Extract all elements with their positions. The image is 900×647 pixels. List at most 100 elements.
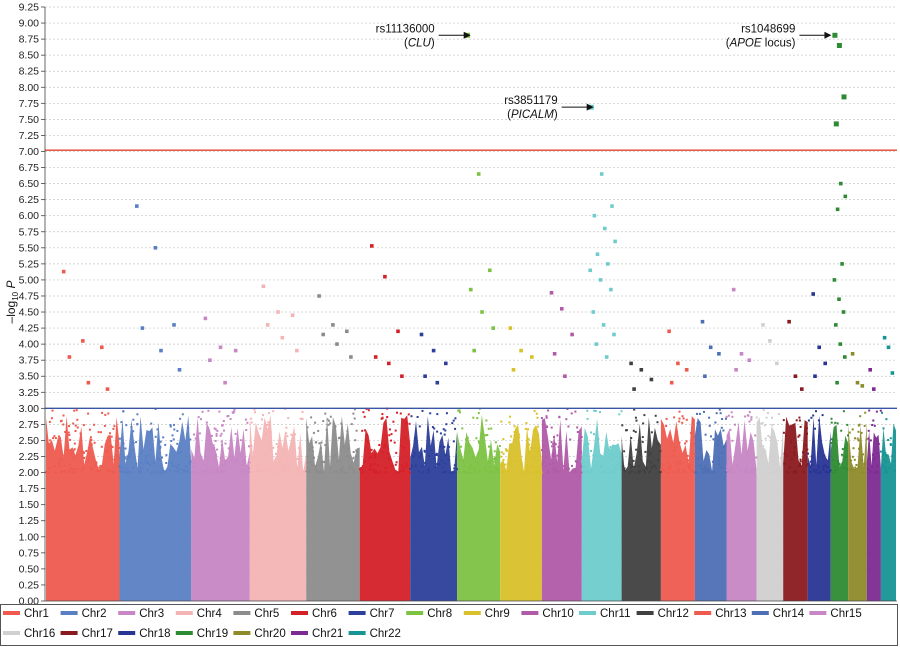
snp-point (665, 417, 668, 420)
y-tick-label: 6.75 (19, 162, 40, 174)
snp-point (341, 470, 344, 473)
snp-point (318, 442, 321, 445)
snp-point (477, 412, 480, 415)
snp-point (790, 458, 793, 461)
snp-peak (837, 297, 841, 301)
snp-point (368, 468, 371, 470)
legend-label: Chr1 (24, 608, 49, 620)
snp-point (736, 464, 739, 467)
snp-point (848, 431, 851, 434)
snp-point (222, 464, 225, 467)
snp-point (853, 458, 856, 461)
snp-point (169, 424, 172, 426)
snp-point (66, 449, 69, 451)
snp-peak (345, 329, 349, 334)
snp-point (90, 443, 93, 446)
snp-point (876, 452, 879, 455)
snp-point (415, 465, 417, 468)
snp-point (174, 465, 177, 468)
snp-point (149, 464, 152, 466)
snp-point (642, 422, 645, 425)
chromosome-column (866, 430, 881, 601)
snp-point (590, 468, 593, 471)
snp-point (257, 470, 260, 472)
snp-point (576, 426, 579, 429)
snp-point (755, 416, 758, 419)
snp-peak (872, 387, 876, 391)
snp-point (459, 411, 461, 414)
snp-point (207, 409, 210, 412)
snp-point (173, 423, 175, 426)
snp-point (158, 470, 161, 473)
snp-point (334, 454, 337, 456)
snp-point (748, 411, 751, 414)
snp-point (401, 470, 404, 473)
snp-point (551, 453, 554, 456)
snp-point (54, 471, 57, 474)
snp-point (746, 467, 749, 470)
snp-point (179, 417, 182, 420)
snp-point (50, 417, 53, 420)
snp-point (505, 471, 507, 473)
snp-point (457, 467, 460, 470)
snp-point (704, 465, 707, 468)
snp-point (104, 413, 107, 416)
snp-peak (667, 329, 671, 334)
snp-point (537, 450, 540, 452)
snp-point (64, 431, 67, 433)
snp-point (730, 461, 733, 464)
snp-point (144, 461, 147, 464)
snp-point (297, 466, 300, 469)
snp-point (810, 416, 813, 419)
snp-point (261, 418, 263, 421)
snp-point (113, 425, 116, 428)
snp-point (802, 451, 805, 454)
snp-point (534, 457, 536, 460)
snp-peak (599, 172, 604, 176)
snp-point (420, 465, 423, 467)
snp-point (227, 447, 230, 450)
snp-point (345, 471, 348, 474)
snp-point (726, 465, 728, 468)
snp-point (832, 458, 835, 461)
snp-point (590, 431, 593, 434)
snp-point (882, 453, 884, 456)
snp-point (233, 408, 236, 411)
snp-point (580, 460, 583, 463)
snp-point (727, 414, 730, 417)
snp-peak (100, 345, 104, 350)
snp-point (629, 463, 632, 466)
snp-point (420, 453, 422, 455)
snp-point (374, 471, 377, 474)
snp-point (93, 423, 96, 426)
snp-point (200, 471, 203, 474)
snp-point (132, 430, 135, 433)
snp-point (172, 464, 174, 467)
snp-point (173, 470, 176, 473)
snp-point (625, 429, 628, 432)
snp-point (329, 415, 332, 418)
snp-point (494, 456, 497, 459)
snp-point (794, 470, 797, 473)
snp-point (879, 409, 882, 412)
snp-point (597, 437, 600, 440)
snp-point (588, 471, 590, 474)
snp-point (490, 427, 493, 430)
snp-point (282, 453, 285, 456)
snp-point (637, 470, 640, 472)
snp-point (97, 470, 100, 473)
snp-peak (850, 352, 855, 356)
snp-point (544, 456, 547, 459)
snp-point (771, 434, 774, 437)
snp-point (858, 423, 861, 426)
snp-point (229, 449, 232, 451)
snp-point (764, 450, 767, 453)
chromosome-column (500, 424, 542, 601)
snp-point (411, 465, 414, 468)
snp-point (467, 471, 470, 474)
snp-point (164, 471, 167, 474)
snp-point (428, 467, 430, 470)
snp-point (629, 456, 632, 459)
snp-peak (832, 32, 838, 38)
snp-point (151, 471, 154, 474)
